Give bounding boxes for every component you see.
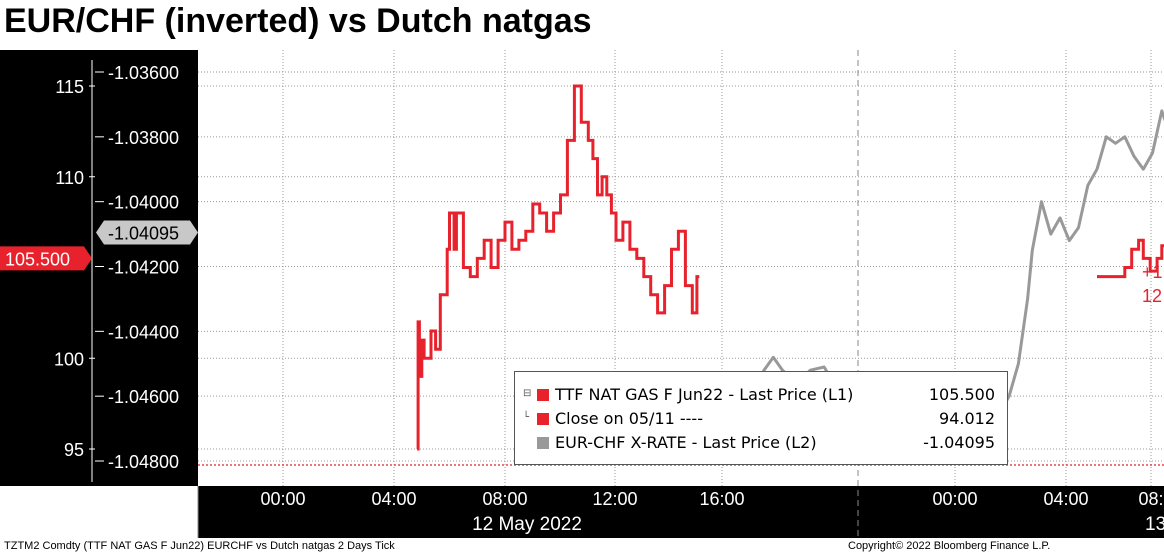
tree-expander-icon[interactable]: ⊟ [523, 388, 532, 399]
legend-row-eurchf: EUR-CHF X-RATE - Last Price (L2) -1.0409… [521, 432, 1001, 454]
y2-last-value-tag [96, 220, 198, 245]
x-tick-label: 16:00 [699, 489, 744, 509]
tree-branch-icon: └ [523, 412, 530, 423]
footer-source: TZTM2 Comdty (TTF NAT GAS F Jun22) EURCH… [4, 540, 395, 552]
legend-label: EUR-CHF X-RATE - Last Price (L2) [555, 433, 817, 452]
y1-tick-label: 95 [64, 440, 84, 460]
x-tick-label: 04:00 [371, 489, 416, 509]
series-natgas-line [1097, 238, 1164, 279]
series-natgas-line [416, 84, 700, 451]
footer-bar [0, 538, 1164, 554]
y1-last-value-tag [0, 246, 92, 271]
y2-last-value-text: -1.04095 [108, 223, 179, 243]
legend-row-close: └ Close on 05/11 ---- 94.012 [521, 408, 1001, 430]
y-tick-labels: 115 110 100 95 -1.03600 -1.03800 -1.04000 -1.04… [54, 60, 179, 482]
x-tick-label: 00:00 [260, 489, 305, 509]
legend-swatch-close [537, 413, 549, 425]
legend-row-natgas: ⊟ TTF NAT GAS F Jun22 - Last Price (L1) … [521, 384, 1001, 406]
y1-tick-label: 100 [54, 349, 84, 369]
legend-value: 105.500 [928, 385, 995, 404]
legend: ⊟ TTF NAT GAS F Jun22 - Last Price (L1) … [514, 371, 1008, 465]
x-tick-label: 00:00 [932, 489, 977, 509]
x-tick-label: 12:00 [592, 489, 637, 509]
bottom-axis-panel [198, 486, 1164, 538]
last-value-tags: 105.500 -1.04095 +1 12 [0, 220, 1163, 306]
right-edge-label: 12 [1142, 286, 1162, 306]
y2-tick-label: -1.04000 [108, 193, 179, 213]
legend-swatch-natgas [537, 389, 549, 401]
footer-copyright: Copyright© 2022 Bloomberg Finance L.P. [848, 540, 1051, 552]
legend-swatch-eurchf [537, 437, 549, 449]
x-tick-label: 04:00 [1043, 489, 1088, 509]
legend-value: -1.04095 [923, 433, 995, 452]
legend-label: TTF NAT GAS F Jun22 - Last Price (L1) [555, 385, 854, 404]
y2-tick-label: -1.04400 [108, 322, 179, 342]
y1-last-value-text: 105.500 [5, 249, 70, 269]
y1-tick-label: 115 [55, 77, 84, 97]
x-date-label: 12 May 2022 [472, 514, 582, 535]
right-edge-label: +1 [1142, 262, 1163, 282]
y2-tick-label: -1.03800 [108, 128, 179, 148]
y2-tick-label: -1.04800 [108, 452, 179, 472]
y1-tick-label: 110 [55, 168, 84, 188]
x-tick-labels: 00:00 04:00 08:00 12:00 16:00 00:00 04:00 08: 12… [260, 489, 1164, 535]
legend-label: Close on 05/11 ---- [555, 409, 703, 428]
y2-tick-label: -1.04200 [108, 258, 179, 278]
y2-tick-label: -1.03600 [108, 63, 179, 83]
x-tick-label: 08:00 [482, 489, 527, 509]
x-date-label: 13 M [1145, 514, 1164, 535]
x-tick-label: 08: [1138, 489, 1163, 509]
chart-title: EUR/CHF (inverted) vs Dutch natgas [4, 2, 592, 40]
legend-value: 94.012 [939, 409, 995, 428]
y2-tick-label: -1.04600 [108, 387, 179, 407]
